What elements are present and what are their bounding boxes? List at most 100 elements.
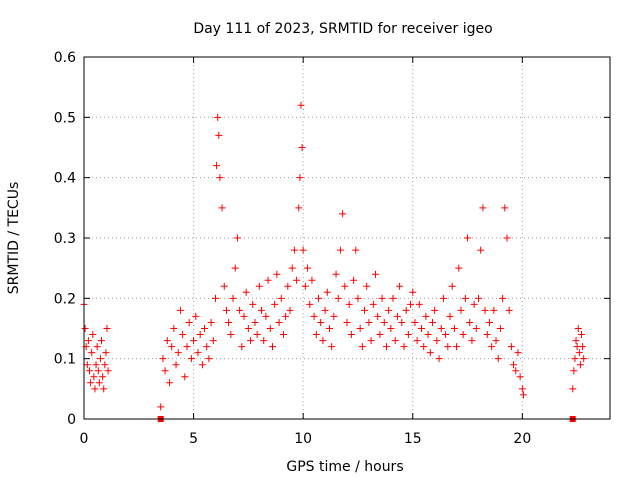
data-point <box>518 385 526 393</box>
data-point <box>514 349 522 357</box>
chart-title: Day 111 of 2023, SRMTID for receiver ige… <box>193 21 492 37</box>
data-point <box>477 246 485 254</box>
data-point <box>358 343 366 351</box>
data-point <box>275 318 283 326</box>
data-point <box>380 318 388 326</box>
data-point <box>168 343 176 351</box>
data-point <box>161 367 169 375</box>
data-point <box>227 331 235 339</box>
data-point <box>461 294 469 302</box>
data-point <box>215 131 223 139</box>
data-point <box>339 210 347 218</box>
data-point <box>98 337 106 345</box>
data-point <box>485 318 493 326</box>
data-point <box>290 246 298 254</box>
data-point <box>411 318 419 326</box>
data-point <box>238 343 246 351</box>
data-point <box>286 306 294 314</box>
data-point <box>367 337 375 345</box>
data-point <box>266 325 274 332</box>
data-point <box>570 367 578 375</box>
data-point <box>393 312 401 320</box>
data-point <box>88 349 96 357</box>
data-point <box>455 264 463 272</box>
data-point <box>361 306 369 314</box>
data-point <box>510 361 518 369</box>
data-point <box>519 391 527 399</box>
y-tick-label: 0.2 <box>54 291 76 307</box>
data-point <box>310 312 318 320</box>
data-point <box>293 276 301 284</box>
data-point <box>179 331 187 339</box>
data-point <box>268 343 276 351</box>
data-point <box>488 343 496 351</box>
data-point <box>317 318 325 326</box>
data-point <box>99 373 107 381</box>
data-point <box>192 312 200 320</box>
data-point <box>376 331 384 339</box>
data-point <box>165 379 173 387</box>
data-point <box>273 270 281 278</box>
x-tick-label: 15 <box>404 431 422 447</box>
data-point <box>187 355 195 363</box>
data-point <box>382 343 390 351</box>
data-point <box>277 294 285 302</box>
data-point <box>104 367 112 375</box>
data-point <box>345 300 353 308</box>
data-point <box>396 282 404 290</box>
data-point <box>81 325 89 332</box>
x-tick-label: 20 <box>513 431 531 447</box>
y-axis-title: SRMTID / TECUs <box>6 182 22 295</box>
data-point <box>297 101 305 109</box>
data-point <box>507 343 515 351</box>
data-point <box>253 331 261 339</box>
data-point <box>249 300 257 308</box>
data-point <box>481 306 489 314</box>
data-point <box>225 318 233 326</box>
data-point <box>205 355 213 363</box>
data-point <box>102 349 110 357</box>
data-point <box>308 276 316 284</box>
data-point <box>418 325 426 332</box>
data-point <box>579 343 587 351</box>
data-point <box>251 318 259 326</box>
data-point <box>448 282 456 290</box>
data-point <box>90 373 98 381</box>
data-point <box>212 294 219 302</box>
data-point <box>347 331 355 339</box>
data-point <box>428 318 436 326</box>
data-point <box>336 246 344 254</box>
data-point <box>442 331 450 339</box>
data-point <box>233 234 241 242</box>
data-point <box>306 300 314 308</box>
data-point <box>328 343 336 351</box>
data-point <box>505 306 513 314</box>
data-point <box>218 204 226 212</box>
data-point <box>262 312 270 320</box>
data-point <box>301 282 309 290</box>
data-point <box>240 312 248 320</box>
y-tick-label: 0.5 <box>54 110 76 126</box>
data-point <box>391 337 399 345</box>
data-point <box>470 300 478 308</box>
data-point <box>214 113 222 121</box>
plot-frame <box>83 56 611 420</box>
data-point <box>492 337 500 345</box>
data-point <box>464 234 472 242</box>
data-point <box>516 373 524 381</box>
data-point <box>363 282 371 290</box>
data-point <box>312 331 320 339</box>
data-point <box>389 294 397 302</box>
data-point <box>426 349 434 357</box>
data-point <box>288 264 296 272</box>
data-point <box>446 312 454 320</box>
data-point <box>87 379 95 387</box>
data-point <box>354 294 362 302</box>
data-point <box>576 361 584 369</box>
data-point <box>483 331 491 339</box>
data-point <box>299 246 307 254</box>
data-point <box>247 337 255 345</box>
y-tick-label: 0 <box>67 412 76 428</box>
data-point <box>323 288 331 296</box>
data-point <box>334 294 342 302</box>
